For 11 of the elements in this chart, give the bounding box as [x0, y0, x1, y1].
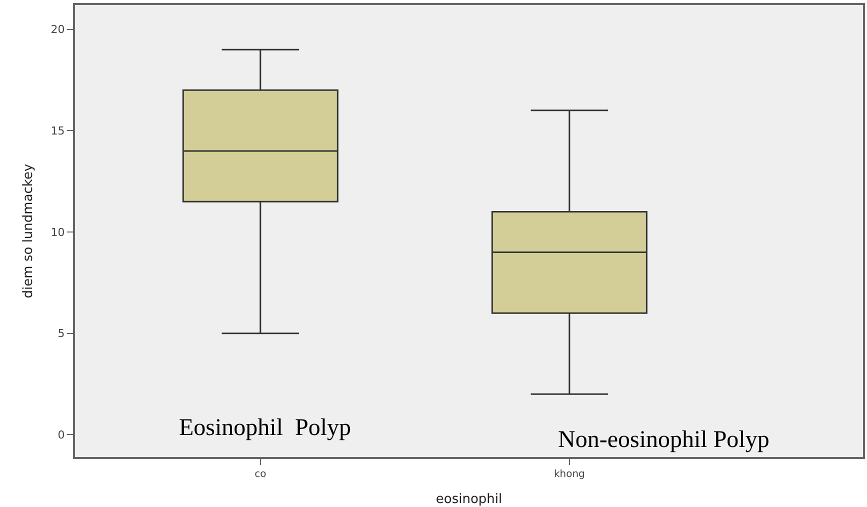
x-tick-label: co	[254, 469, 266, 480]
y-tick-label: 0	[58, 428, 65, 442]
x-axis-title: eosinophil	[436, 492, 502, 507]
y-tick-label: 15	[50, 124, 65, 138]
y-tick-label: 10	[50, 226, 65, 239]
y-tick-label: 5	[58, 327, 65, 340]
x-tick-label: khong	[554, 469, 585, 480]
annotation: Eosinophil Polyp	[179, 415, 352, 441]
y-axis-title: diem so lundmackey	[21, 164, 36, 298]
annotation: Non-eosinophil Polyp	[558, 427, 770, 453]
y-tick-label: 20	[50, 23, 65, 36]
